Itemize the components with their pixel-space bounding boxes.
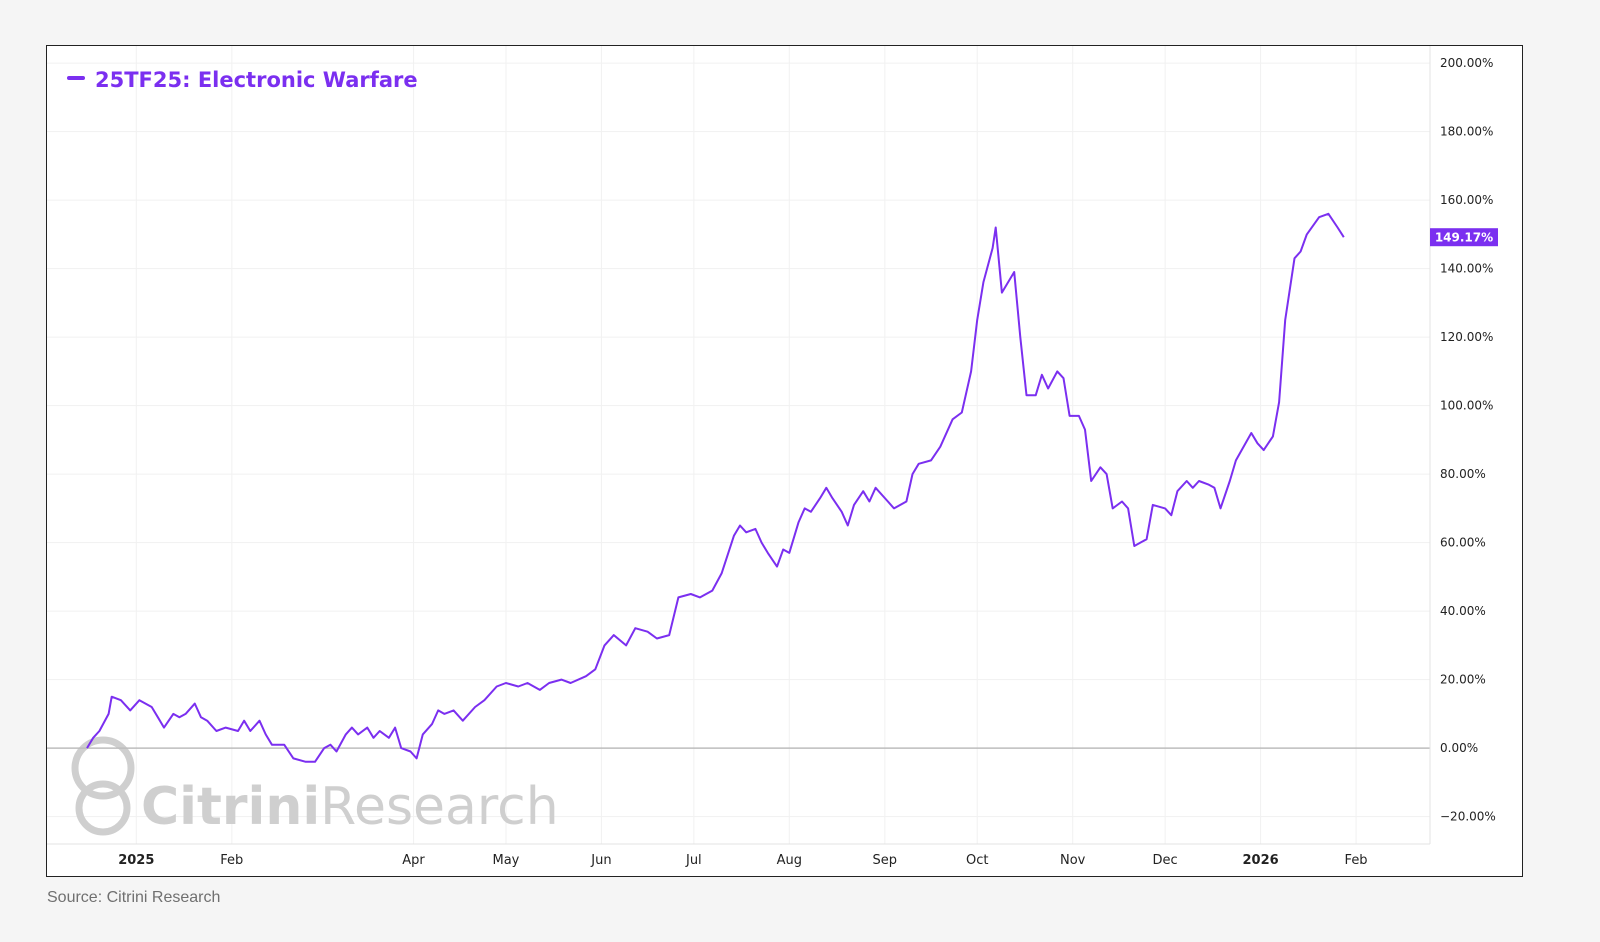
- y-axis: 200.00% 180.00% 160.00% 140.00% 120.00% 100.0…: [1429, 46, 1498, 844]
- last-value-label: 149.17%: [1435, 231, 1493, 245]
- y-tick-label: 200.00%: [1440, 56, 1493, 70]
- watermark-logo-icon: [71, 736, 135, 800]
- y-tick-label: 0.00%: [1440, 741, 1478, 755]
- series-line-layer: [86, 212, 1345, 763]
- legend-swatch: [67, 76, 85, 80]
- y-tick-label: 140.00%: [1440, 262, 1493, 276]
- chart-frame: CitriniResearch 200.00% 180.00% 160.00% 140…: [46, 45, 1523, 877]
- watermark-logo-icon: [75, 780, 131, 836]
- x-tick-label: 2026: [1242, 853, 1278, 868]
- x-tick-label: Aug: [777, 853, 802, 868]
- y-tick-label: 120.00%: [1440, 330, 1493, 344]
- y-tick-label: 160.00%: [1440, 193, 1493, 207]
- x-tick-label: Feb: [1345, 853, 1368, 868]
- citrini-watermark: CitriniResearch: [71, 736, 559, 837]
- chart-svg: CitriniResearch 200.00% 180.00% 160.00% 140…: [47, 46, 1498, 868]
- legend-label: 25TF25: Electronic Warfare: [95, 68, 418, 92]
- series-line: [86, 212, 1345, 763]
- x-axis: 2025 Feb Apr May Jun Jul Aug Sep Oct Nov Dec 2026 Fe…: [47, 843, 1430, 868]
- y-tick-label: 180.00%: [1440, 125, 1493, 139]
- x-tick-label: Jul: [685, 853, 702, 868]
- y-tick-label: 100.00%: [1440, 399, 1493, 413]
- x-tick-label: Sep: [873, 853, 898, 868]
- legend: 25TF25: Electronic Warfare: [67, 68, 418, 92]
- watermark-bold: Citrini: [141, 777, 320, 837]
- x-tick-label: Nov: [1060, 853, 1086, 868]
- x-tick-label: Jun: [590, 853, 611, 868]
- x-tick-label: Oct: [966, 853, 988, 868]
- plot-area: [47, 46, 1430, 844]
- y-tick-label: 20.00%: [1440, 673, 1486, 687]
- x-tick-label: May: [493, 853, 520, 868]
- last-value-badge: [1430, 228, 1498, 247]
- y-tick-label: 40.00%: [1440, 604, 1486, 618]
- x-tick-label: Dec: [1153, 853, 1178, 868]
- y-tick-label: 60.00%: [1440, 536, 1486, 550]
- watermark-text: CitriniResearch: [141, 777, 559, 837]
- watermark-light: Research: [320, 777, 559, 837]
- x-tick-label: Feb: [220, 853, 243, 868]
- y-tick-label: −20.00%: [1440, 810, 1496, 824]
- grid-lines: [47, 46, 1430, 844]
- source-caption: Source: Citrini Research: [47, 889, 221, 906]
- x-tick-label: 2025: [118, 853, 154, 868]
- y-tick-label: 80.00%: [1440, 467, 1486, 481]
- x-tick-label: Apr: [402, 853, 425, 868]
